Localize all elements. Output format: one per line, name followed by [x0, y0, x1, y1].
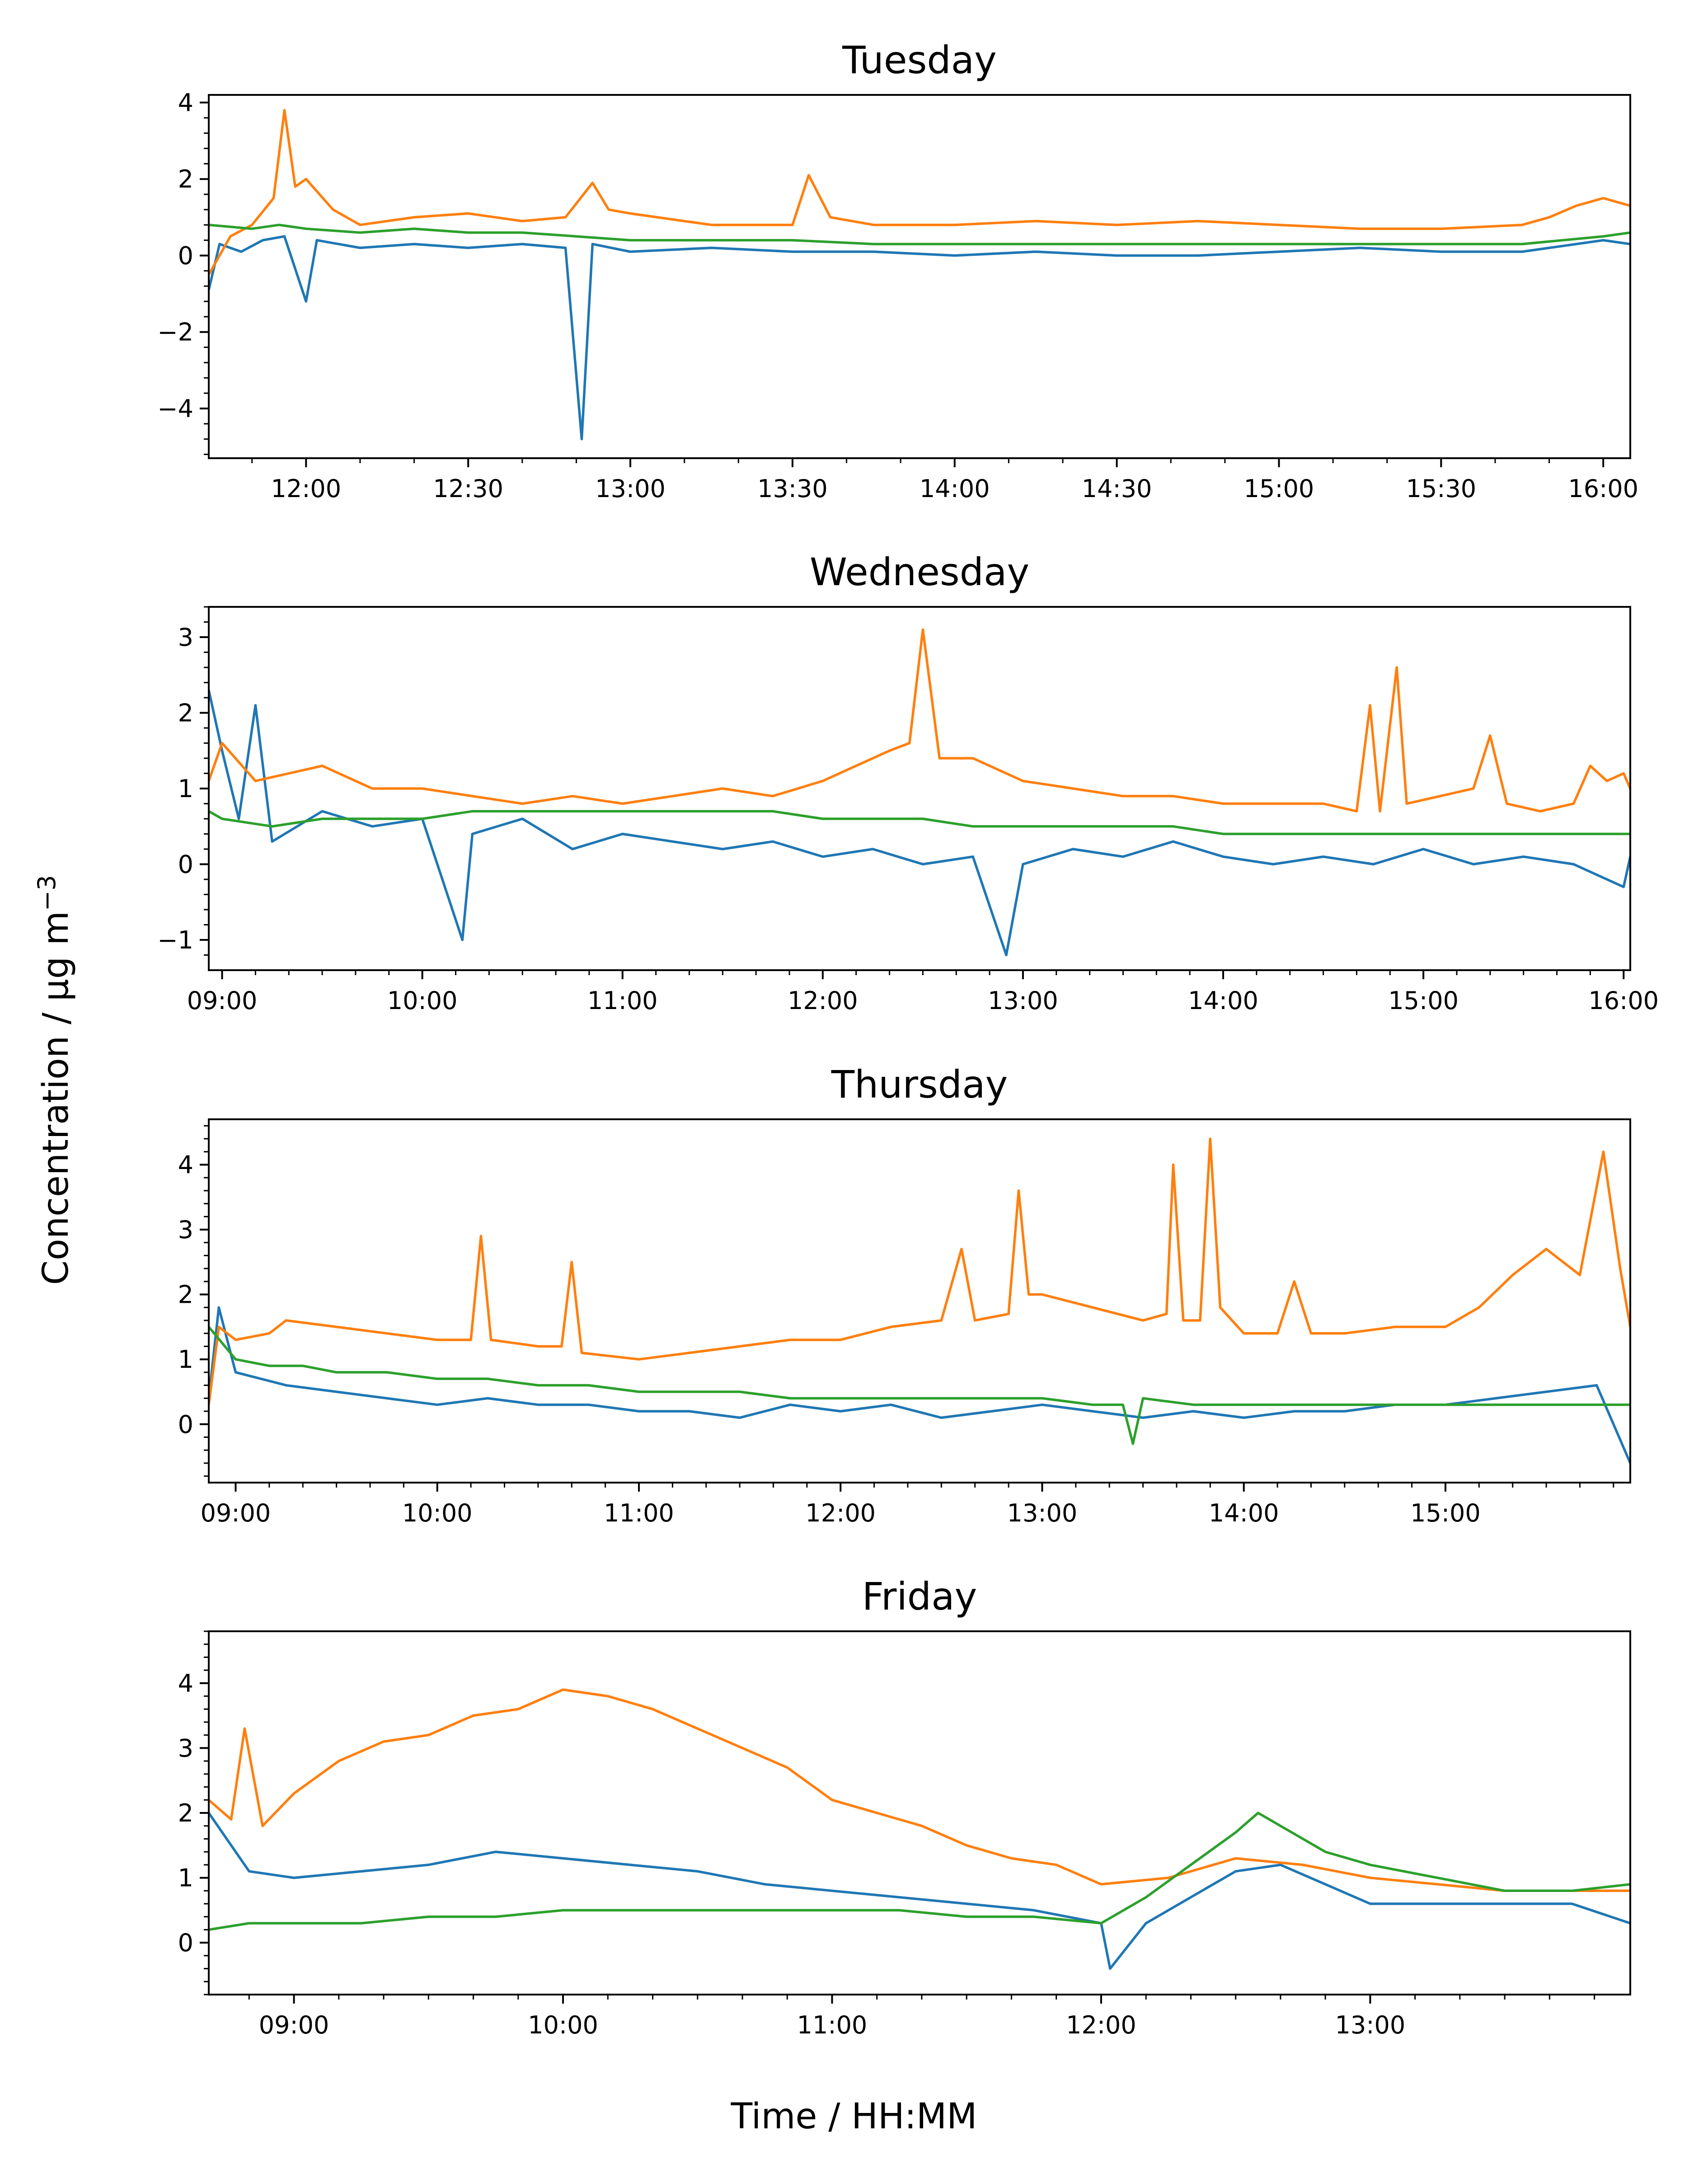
y-tick-label: 1 — [178, 775, 193, 803]
x-tick-label: 16:00 — [1588, 986, 1659, 1015]
x-axis-label: Time / HH:MM — [731, 2096, 977, 2137]
x-tick-label: 13:30 — [757, 474, 828, 503]
x-tick-label: 12:00 — [805, 1499, 876, 1527]
x-tick-label: 12:00 — [1066, 2011, 1136, 2039]
subplot-tuesday: Tuesday −4 −2 0 2 4 12:00 12:30 13:00 13:30 14:00 1… — [157, 38, 1638, 503]
x-tick-label: 12:00 — [788, 986, 858, 1015]
y-tick-label: 2 — [178, 1281, 193, 1309]
x-tick-label: 13:00 — [1335, 2011, 1406, 2039]
series-line-3 — [209, 1326, 1630, 1445]
x-tick-label: 09:00 — [187, 986, 258, 1015]
series-line-2 — [209, 1137, 1630, 1405]
y-tick-label: −4 — [157, 394, 193, 423]
y-tick-label: 4 — [178, 89, 193, 117]
x-tick-label: 12:00 — [271, 474, 342, 503]
y-tick-label: 1 — [178, 1864, 193, 1892]
series-line-1 — [209, 1306, 1630, 1464]
x-tick-label: 09:00 — [201, 1499, 271, 1527]
x-tick-label: 14:00 — [1188, 986, 1258, 1015]
x-tick-label: 15:00 — [1388, 986, 1459, 1015]
series-line-2 — [209, 1688, 1630, 1892]
axes-frame — [208, 1118, 1631, 1484]
x-tick-label: 14:00 — [920, 474, 990, 503]
series-line-1 — [209, 235, 1630, 441]
subplot-thursday: Thursday 0 1 2 3 4 09:00 10:00 11:00 12:00 13:00 14… — [178, 1062, 1631, 1527]
x-tick-label: 13:00 — [1007, 1499, 1078, 1527]
y-tick-label: −2 — [157, 318, 193, 347]
y-tick-label: 4 — [178, 1151, 193, 1179]
y-tick-label: 2 — [178, 699, 193, 728]
x-tick-label: 10:00 — [528, 2011, 598, 2039]
x-tick-label: 13:00 — [595, 474, 666, 503]
y-tick-label: 0 — [178, 1410, 193, 1439]
subplot-title: Wednesday — [810, 550, 1029, 594]
series-line-3 — [209, 223, 1630, 245]
series-line-3 — [209, 1812, 1630, 1931]
x-tick-label: 11:00 — [604, 1499, 674, 1527]
y-axis-label: Concentration / μg m−3 — [33, 875, 76, 1285]
series-line-1 — [209, 1812, 1630, 1970]
subplot-title: Thursday — [831, 1062, 1008, 1107]
x-tick-label: 10:00 — [402, 1499, 473, 1527]
subplot-wednesday: Wednesday −1 0 1 2 3 09:00 10:00 11:00 12:00 13:00… — [157, 550, 1659, 1015]
x-tick-label: 15:30 — [1406, 474, 1477, 503]
x-tick-label: 11:00 — [587, 986, 658, 1015]
y-tick-label: 0 — [178, 1929, 193, 1957]
series-line-2 — [209, 109, 1630, 276]
axes-frame — [208, 1630, 1631, 1995]
x-tick-label: 16:00 — [1568, 474, 1638, 503]
y-tick-label: −1 — [157, 926, 193, 954]
x-tick-label: 10:00 — [387, 986, 458, 1015]
axes-frame — [208, 94, 1631, 459]
x-tick-label: 14:00 — [1209, 1499, 1279, 1527]
y-tick-label: 1 — [178, 1345, 193, 1374]
y-tick-label: 0 — [178, 241, 193, 270]
x-tick-label: 11:00 — [797, 2011, 868, 2039]
subplot-title: Tuesday — [842, 38, 997, 82]
y-tick-label: 0 — [178, 850, 193, 879]
y-tick-label: 3 — [178, 1216, 193, 1244]
subplot-title: Friday — [862, 1574, 977, 1619]
series-line-3 — [209, 810, 1630, 836]
y-tick-label: 3 — [178, 623, 193, 652]
y-tick-label: 4 — [178, 1669, 193, 1698]
x-tick-label: 15:00 — [1410, 1499, 1481, 1527]
subplot-friday: Friday 0 1 2 3 4 09:00 10:00 11:00 12:00 13:00 — [178, 1574, 1631, 2039]
x-tick-label: 12:30 — [433, 474, 503, 503]
x-tick-label: 09:00 — [259, 2011, 329, 2039]
series-line-1 — [209, 690, 1630, 957]
x-tick-label: 15:00 — [1244, 474, 1314, 503]
y-tick-label: 2 — [178, 1799, 193, 1827]
x-tick-label: 13:00 — [988, 986, 1058, 1015]
series-line-2 — [209, 628, 1630, 813]
y-tick-label: 3 — [178, 1734, 193, 1762]
y-tick-label: 2 — [178, 165, 193, 193]
x-tick-label: 14:30 — [1082, 474, 1152, 503]
